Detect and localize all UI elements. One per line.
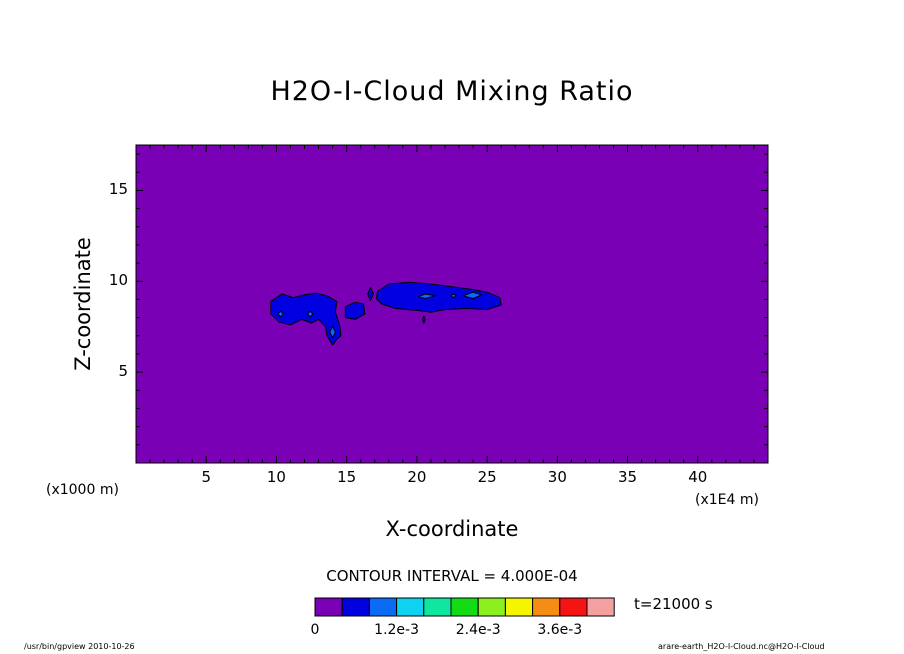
contour-region-1 [270, 292, 342, 346]
x-tick-label: 35 [618, 468, 638, 486]
contour-regions [270, 281, 502, 346]
footer-left: /usr/bin/gpview 2010-10-26 [24, 642, 135, 651]
x-tick-label: 15 [337, 468, 357, 486]
time-label: t=21000 s [634, 595, 713, 613]
colorbar-swatch [504, 597, 534, 617]
colorbar-swatch [314, 597, 343, 617]
colorbar-swatch [477, 597, 506, 617]
colorbar-label: 2.4e-3 [455, 622, 501, 638]
colorbar-swatch [450, 597, 479, 617]
contour-region-11 [422, 315, 426, 324]
contour-region-8 [417, 293, 436, 299]
plot-frame [135, 144, 769, 464]
contour-interval-text: CONTOUR INTERVAL = 4.000E-04 [326, 567, 578, 585]
footer-right: arare-earth_H2O-I-Cloud.nc@H2O-I-Cloud [658, 642, 825, 651]
x-tick-label: 20 [407, 468, 427, 486]
contour-region-5 [277, 310, 284, 318]
contour-region-6 [306, 310, 314, 318]
colorbar-label: 0 [310, 622, 320, 638]
y-tick-label: 5 [118, 362, 128, 381]
x-axis-label: X-coordinate [385, 517, 519, 541]
colorbar-swatch [532, 597, 561, 617]
y-tick-label: 10 [108, 271, 128, 290]
contour-region-10 [450, 293, 457, 299]
colorbar-label: 3.6e-3 [537, 622, 583, 638]
colorbar-swatch [396, 597, 425, 617]
x-tick-label: 10 [266, 468, 286, 486]
colorbar-swatch [341, 597, 370, 617]
x-tick-label: 30 [547, 468, 567, 486]
colorbar-swatch [423, 597, 452, 617]
contour-region-2 [344, 301, 366, 320]
chart-title: H2O-I-Cloud Mixing Ratio [270, 76, 634, 107]
x-unit-right: (x1E4 m) [695, 492, 759, 508]
contour-region-4 [375, 281, 502, 313]
colorbar-swatch [368, 597, 398, 617]
colorbar-swatch [559, 597, 588, 617]
x-tick-label: 5 [201, 468, 211, 486]
contour-region-9 [462, 291, 482, 299]
contour-region-7 [329, 326, 336, 339]
x-tick-label: 25 [477, 468, 497, 486]
x-tick-label: 40 [688, 468, 708, 486]
colorbar [314, 597, 615, 617]
y-axis-label: Z-coordinate [71, 237, 95, 371]
contour-region-3 [367, 287, 374, 301]
y-tick-label: 15 [108, 180, 128, 199]
x-unit-left: (x1000 m) [46, 482, 119, 498]
colorbar-swatch [586, 597, 615, 617]
colorbar-label: 1.2e-3 [374, 622, 420, 638]
